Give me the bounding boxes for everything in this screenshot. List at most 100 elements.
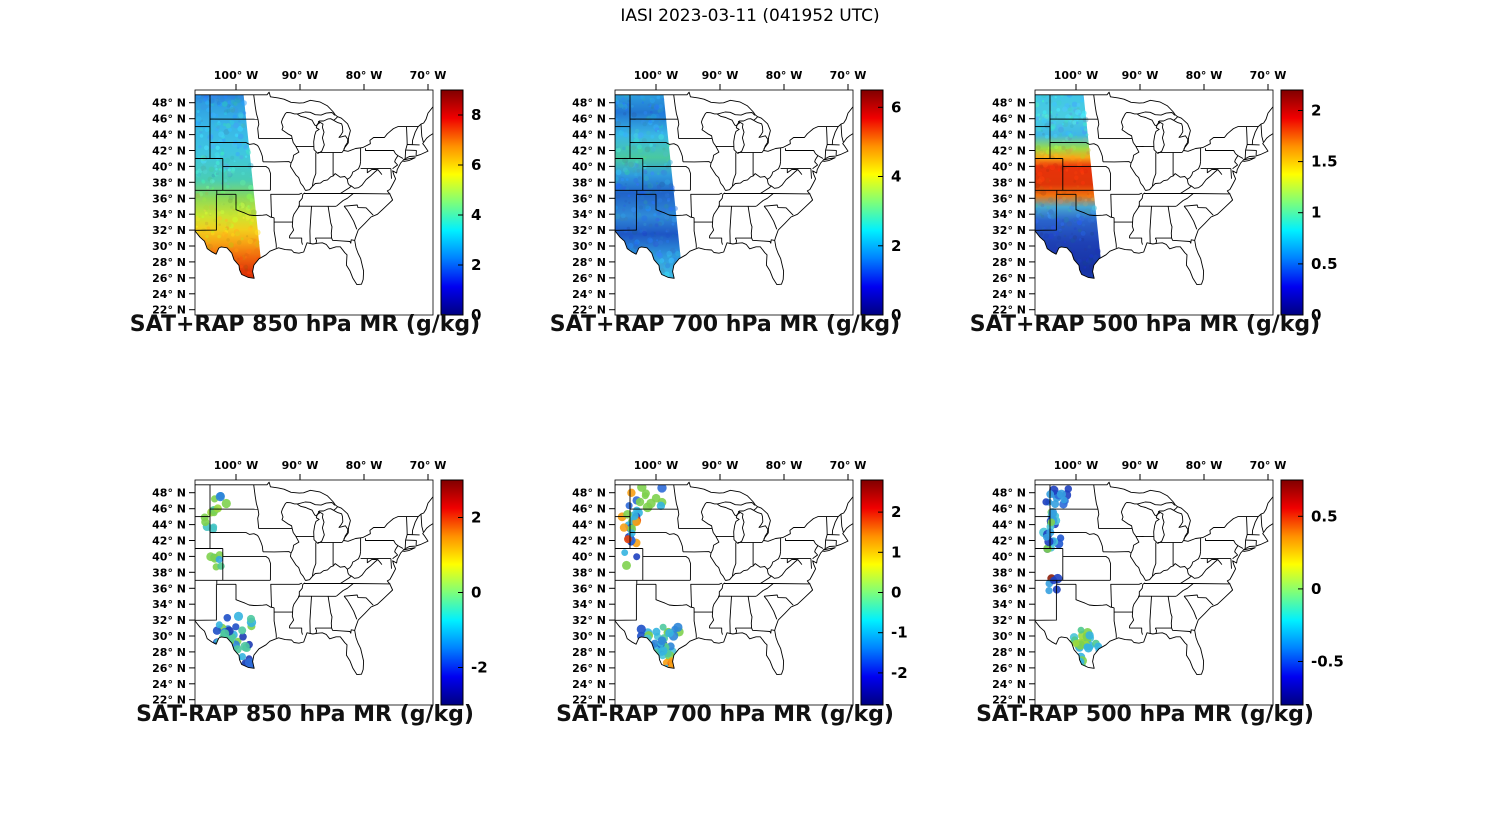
data-point	[238, 626, 247, 635]
data-point	[641, 489, 650, 498]
lat-tick-label: 34° N	[152, 208, 186, 221]
colorbar-tick-label: 0	[471, 306, 481, 324]
data-point	[1043, 533, 1050, 541]
data-point	[238, 653, 246, 661]
colorbar-tick-label: 1.5	[1311, 153, 1338, 171]
lon-tick-label: 100° W	[1054, 459, 1098, 472]
colorbar-tick-labels: -0.5 0 0.5	[1298, 507, 1344, 671]
lat-tick-label: 22° N	[152, 694, 186, 707]
panel-sat-minus-rap-500: 100° W 90° W 80° W 70° W 48° N 46° N 44° N 42° …	[965, 445, 1355, 737]
data-point	[627, 488, 636, 497]
data-point	[215, 492, 225, 502]
colorbar-tick-label: 0	[891, 584, 901, 602]
panel-sat-plus-rap-850: 100° W 90° W 80° W 70° W 48° N 46° N 44° N 42° …	[125, 55, 515, 347]
lat-tick-label: 22° N	[572, 694, 606, 707]
data-point	[619, 523, 629, 532]
map-plot: 100° W 90° W 80° W 70° W 48° N 46° N 44° N 42° …	[572, 459, 908, 707]
lat-tick-label: 44° N	[572, 129, 606, 142]
lat-tick-label: 48° N	[152, 97, 186, 110]
colorbar-tick-label: 2	[891, 237, 901, 255]
colorbar-tick-label: 2	[471, 256, 481, 274]
data-point	[1067, 653, 1077, 664]
lat-tick-label: 40° N	[152, 160, 186, 173]
state-borders	[195, 91, 433, 286]
colorbar-tick-label: 4	[891, 168, 901, 186]
lat-tick-label: 24° N	[152, 678, 186, 691]
data-point	[1048, 509, 1057, 518]
colorbar-tick-labels: 0 2 4 6 8	[458, 106, 481, 324]
state-borders	[615, 91, 853, 286]
data-point	[1064, 654, 1072, 662]
lat-tick-label: 24° N	[992, 678, 1026, 691]
lat-tick-label: 32° N	[992, 224, 1026, 237]
map-plot: 100° W 90° W 80° W 70° W 48° N 46° N 44° N 42° …	[572, 69, 901, 324]
lat-tick-label: 40° N	[992, 550, 1026, 563]
data-point	[213, 504, 222, 513]
data-point	[1056, 489, 1066, 499]
lat-tick-label: 34° N	[572, 598, 606, 611]
data-point	[201, 517, 210, 527]
data-point	[658, 646, 668, 656]
lat-tick-label: 26° N	[572, 662, 606, 675]
data-point	[624, 535, 632, 544]
data-point	[657, 483, 667, 493]
data-point	[623, 510, 632, 519]
lon-tick-label: 100° W	[634, 69, 678, 82]
data-point	[633, 553, 641, 561]
colorbar	[1280, 89, 1304, 316]
colorbar-tick-label: -2	[471, 659, 488, 677]
colorbar-tick-label: 0.5	[1311, 255, 1338, 273]
data-point	[1066, 659, 1075, 668]
data-layer	[195, 92, 267, 285]
lat-tick-label: 46° N	[572, 503, 606, 516]
lat-tick-label: 48° N	[992, 97, 1026, 110]
lat-tick-label: 38° N	[572, 566, 606, 579]
data-point	[665, 628, 674, 638]
data-point	[1051, 500, 1060, 509]
data-point	[642, 502, 653, 513]
lat-tick-label: 22° N	[992, 694, 1026, 707]
lat-tick-label: 40° N	[992, 160, 1026, 173]
colorbar	[1280, 479, 1304, 706]
map-plot: 100° W 90° W 80° W 70° W 48° N 46° N 44° N 42° …	[152, 459, 488, 707]
panel-sat-plus-rap-500: 100° W 90° W 80° W 70° W 48° N 46° N 44° N 42° …	[965, 55, 1355, 347]
lat-tick-label: 32° N	[152, 614, 186, 627]
data-point	[223, 614, 232, 622]
lon-tick-label: 70° W	[1250, 69, 1287, 82]
lat-tick-label: 44° N	[152, 519, 186, 532]
lat-tick-label: 44° N	[992, 129, 1026, 142]
data-point	[233, 645, 242, 654]
lon-tick-label: 80° W	[346, 69, 383, 82]
lat-tick-label: 34° N	[992, 598, 1026, 611]
lat-tick-label: 44° N	[152, 129, 186, 142]
data-point	[652, 627, 661, 636]
data-point	[1072, 639, 1080, 647]
data-point	[240, 641, 250, 652]
lat-tick-label: 24° N	[152, 288, 186, 301]
state-borders	[195, 481, 433, 676]
data-point	[216, 644, 225, 654]
axis-box	[194, 89, 434, 316]
lat-tick-label: 38° N	[992, 566, 1026, 579]
lon-tick-label: 100° W	[214, 69, 258, 82]
lat-tick-label: 34° N	[572, 208, 606, 221]
axis-box	[194, 479, 434, 706]
lat-tick-label: 36° N	[992, 582, 1026, 595]
axis-tick-labels: 100° W 90° W 80° W 70° W 48° N 46° N 44° N 42° …	[152, 69, 446, 317]
colorbar-tick-labels: 0 0.5 1 1.5 2	[1298, 102, 1338, 324]
data-layer	[1039, 485, 1103, 672]
data-point	[1060, 496, 1068, 504]
lat-tick-label: 44° N	[572, 519, 606, 532]
colorbar-tick-label: 0	[891, 306, 901, 324]
colorbar-tick-label: -0.5	[1311, 653, 1344, 671]
state-borders	[615, 481, 853, 676]
lat-tick-label: 42° N	[572, 535, 606, 548]
axis-box	[614, 479, 854, 706]
lat-tick-label: 24° N	[992, 288, 1026, 301]
lat-tick-label: 30° N	[152, 240, 186, 253]
colorbar-tick-label: -2	[891, 664, 908, 682]
lon-tick-label: 80° W	[1186, 459, 1223, 472]
data-point	[639, 649, 648, 658]
data-point	[637, 645, 646, 653]
